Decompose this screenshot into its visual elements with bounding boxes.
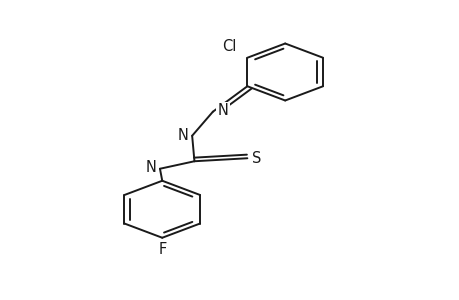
- Text: N: N: [145, 160, 156, 175]
- Text: N: N: [217, 103, 228, 118]
- Text: Cl: Cl: [221, 39, 235, 54]
- Text: S: S: [252, 151, 261, 166]
- Text: N: N: [177, 128, 188, 143]
- Text: F: F: [158, 242, 166, 256]
